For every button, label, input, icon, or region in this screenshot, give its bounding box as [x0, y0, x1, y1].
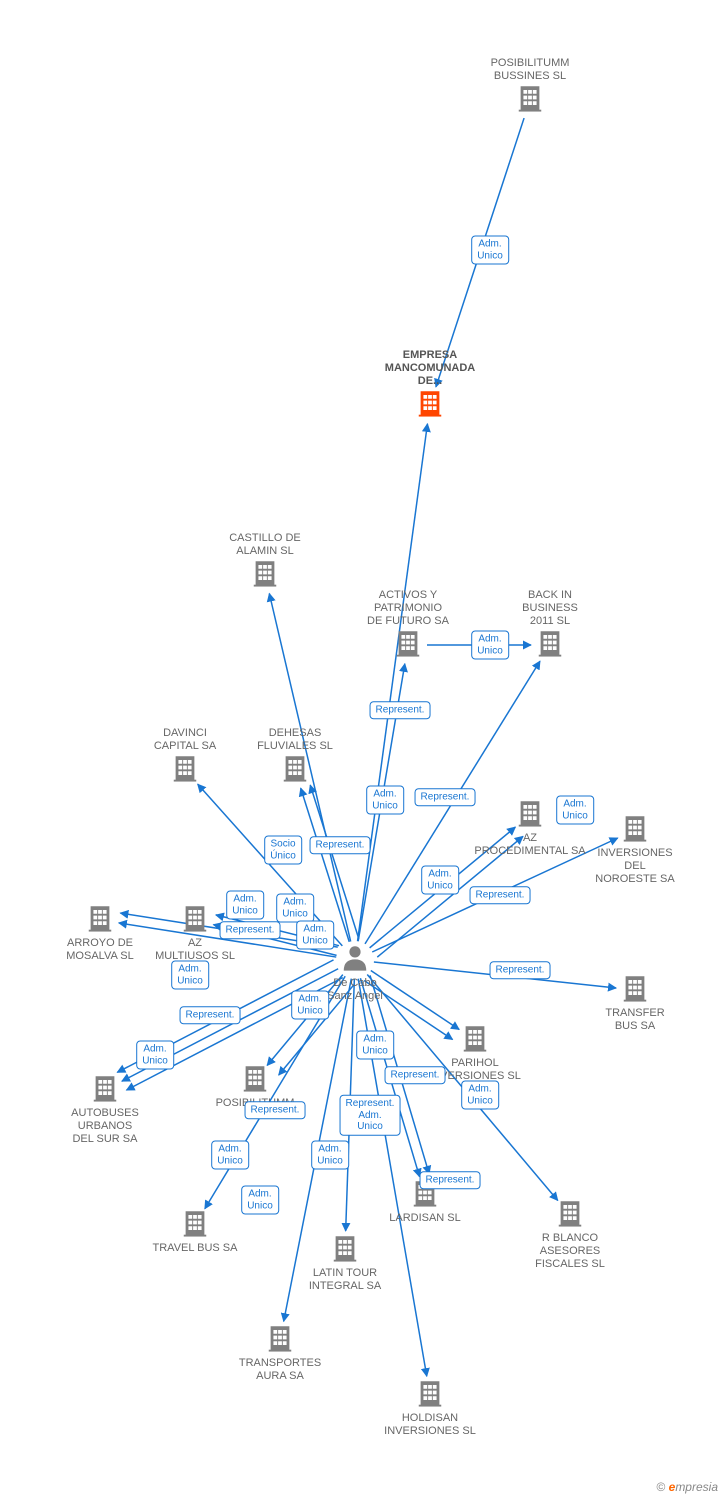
building-node-inversiones_noroeste[interactable] — [620, 813, 650, 848]
edge-label-de_cabo_sanz-arroyo_mosalva-13: Represent. — [220, 921, 281, 939]
footer-copyright: © empresia — [656, 1480, 718, 1494]
building-node-autobuses_urbanos[interactable] — [90, 1073, 120, 1108]
building-node-castillo_alamin[interactable] — [250, 558, 280, 593]
copyright-symbol: © — [656, 1480, 665, 1494]
edge-label-de_cabo_sanz-autobuses_urbanos-21: Adm. Unico — [136, 1041, 174, 1070]
brand-rest: mpresia — [675, 1480, 718, 1494]
building-node-posibilitumm_bussines[interactable] — [515, 83, 545, 118]
edge-label-de_cabo_sanz-arroyo_mosalva-12: Adm. Unico — [226, 891, 264, 920]
building-node-empresa_mancomunada[interactable] — [415, 388, 445, 423]
building-node-az_multiusos[interactable] — [180, 903, 210, 938]
edge-label-de_cabo_sanz-dehesas_fluviales-8: Represent. — [310, 836, 371, 854]
edge-label-activos_patrimonio-back_in_business-4: Adm. Unico — [471, 631, 509, 660]
edge-label-de_cabo_sanz-travel_bus-27: Adm. Unico — [211, 1141, 249, 1170]
edge-label-de_cabo_sanz-dehesas_fluviales-7: Socio Único — [264, 836, 302, 865]
edge-de_cabo_sanz-empresa_mancomunada — [358, 424, 428, 941]
node-label-dehesas_fluviales: DEHESAS FLUVIALES SL — [257, 727, 333, 753]
building-node-activos_patrimonio[interactable] — [393, 628, 423, 663]
node-label-davinci_capital: DAVINCI CAPITAL SA — [154, 727, 216, 753]
edge-label-de_cabo_sanz-transportes_aura-29: Adm. Unico — [241, 1186, 279, 1215]
person-node-de_cabo_sanz[interactable] — [340, 943, 370, 978]
edge-label-de_cabo_sanz-r_blanco-26: Represent. — [420, 1171, 481, 1189]
edge-label-de_cabo_sanz-lardisan-24: Represent. — [385, 1066, 446, 1084]
node-label-transfer_bus: TRANSFER BUS SA — [605, 1007, 664, 1033]
node-label-inversiones_noroeste: INVERSIONES DEL NOROESTE SA — [595, 847, 674, 887]
building-node-r_blanco[interactable] — [555, 1198, 585, 1233]
edge-de_cabo_sanz-dehesas_fluviales — [310, 785, 359, 939]
edge-label-de_cabo_sanz-parihol-18: Adm. Unico — [461, 1081, 499, 1110]
building-node-back_in_business[interactable] — [535, 628, 565, 663]
node-label-holdisan: HOLDISAN INVERSIONES SL — [384, 1412, 476, 1438]
edge-label-de_cabo_sanz-az_multiusos-15: Adm. Unico — [296, 921, 334, 950]
building-node-arroyo_mosalva[interactable] — [85, 903, 115, 938]
node-label-r_blanco: R BLANCO ASESORES FISCALES SL — [535, 1232, 605, 1272]
node-label-lardisan: LARDISAN SL — [389, 1212, 461, 1225]
building-node-transportes_aura[interactable] — [265, 1323, 295, 1358]
node-label-posibilitumm_bussines: POSIBILITUMM BUSSINES SL — [491, 57, 570, 83]
building-node-davinci_capital[interactable] — [170, 753, 200, 788]
edge-label-de_cabo_sanz-transfer_bus-16: Represent. — [490, 961, 551, 979]
building-node-az_procedimental[interactable] — [515, 798, 545, 833]
building-node-transfer_bus[interactable] — [620, 973, 650, 1008]
edge-label-posibilitumm_bussines-empresa_mancomunada-0: Adm. Unico — [471, 236, 509, 265]
edge-label-de_cabo_sanz-back_in_business-5: Represent. — [415, 788, 476, 806]
node-label-castillo_alamin: CASTILLO DE ALAMIN SL — [229, 532, 301, 558]
edge-label-de_cabo_sanz-autobuses_urbanos-20: Represent. — [180, 1006, 241, 1024]
node-label-de_cabo_sanz: De Cabo Sanz Angel — [327, 977, 383, 1003]
building-node-holdisan[interactable] — [415, 1378, 445, 1413]
node-label-az_multiusos: AZ MULTIUSOS SL — [155, 937, 235, 963]
edge-label-de_cabo_sanz-az_multiusos-14: Adm. Unico — [276, 894, 314, 923]
building-node-posibilitumm2[interactable] — [240, 1063, 270, 1098]
node-label-travel_bus: TRAVEL BUS SA — [153, 1242, 238, 1255]
node-label-activos_patrimonio: ACTIVOS Y PATRIMONIO DE FUTURO SA — [367, 589, 449, 629]
node-label-az_procedimental: AZ PROCEDIMENTAL SA — [474, 832, 585, 858]
building-node-parihol[interactable] — [460, 1023, 490, 1058]
edge-label-de_cabo_sanz-autobuses_urbanos-19: Adm. Unico — [171, 961, 209, 990]
node-label-empresa_mancomunada: EMPRESA MANCOMUNADA DE... — [385, 349, 475, 389]
node-label-transportes_aura: TRANSPORTES AURA SA — [239, 1357, 321, 1383]
edge-label-de_cabo_sanz-parihol-17: Adm. Unico — [356, 1031, 394, 1060]
building-node-travel_bus[interactable] — [180, 1208, 210, 1243]
building-node-latin_tour[interactable] — [330, 1233, 360, 1268]
node-label-autobuses_urbanos: AUTOBUSES URBANOS DEL SUR SA — [71, 1107, 139, 1147]
edge-label-de_cabo_sanz-posibilitumm2-22: Adm. Unico — [291, 991, 329, 1020]
node-label-arroyo_mosalva: ARROYO DE MOSALVA SL — [66, 937, 133, 963]
edge-label-de_cabo_sanz-posibilitumm2-23: Represent. — [245, 1101, 306, 1119]
edge-label-de_cabo_sanz-az_procedimental-10: Represent. — [470, 886, 531, 904]
node-label-back_in_business: BACK IN BUSINESS 2011 SL — [522, 589, 578, 629]
edge-label-de_cabo_sanz-latin_tour-28: Adm. Unico — [311, 1141, 349, 1170]
edge-label-de_cabo_sanz-inversiones_noroeste-11: Adm. Unico — [556, 796, 594, 825]
edge-label-de_cabo_sanz-lardisan-25: Represent. Adm. Unico — [340, 1095, 401, 1136]
node-label-latin_tour: LATIN TOUR INTEGRAL SA — [309, 1267, 381, 1293]
building-node-dehesas_fluviales[interactable] — [280, 753, 310, 788]
edge-label-de_cabo_sanz-activos_patrimonio-3: Adm. Unico — [366, 786, 404, 815]
edge-label-de_cabo_sanz-az_procedimental-9: Adm. Unico — [421, 866, 459, 895]
edge-label-de_cabo_sanz-empresa_mancomunada-1: Represent. — [370, 701, 431, 719]
